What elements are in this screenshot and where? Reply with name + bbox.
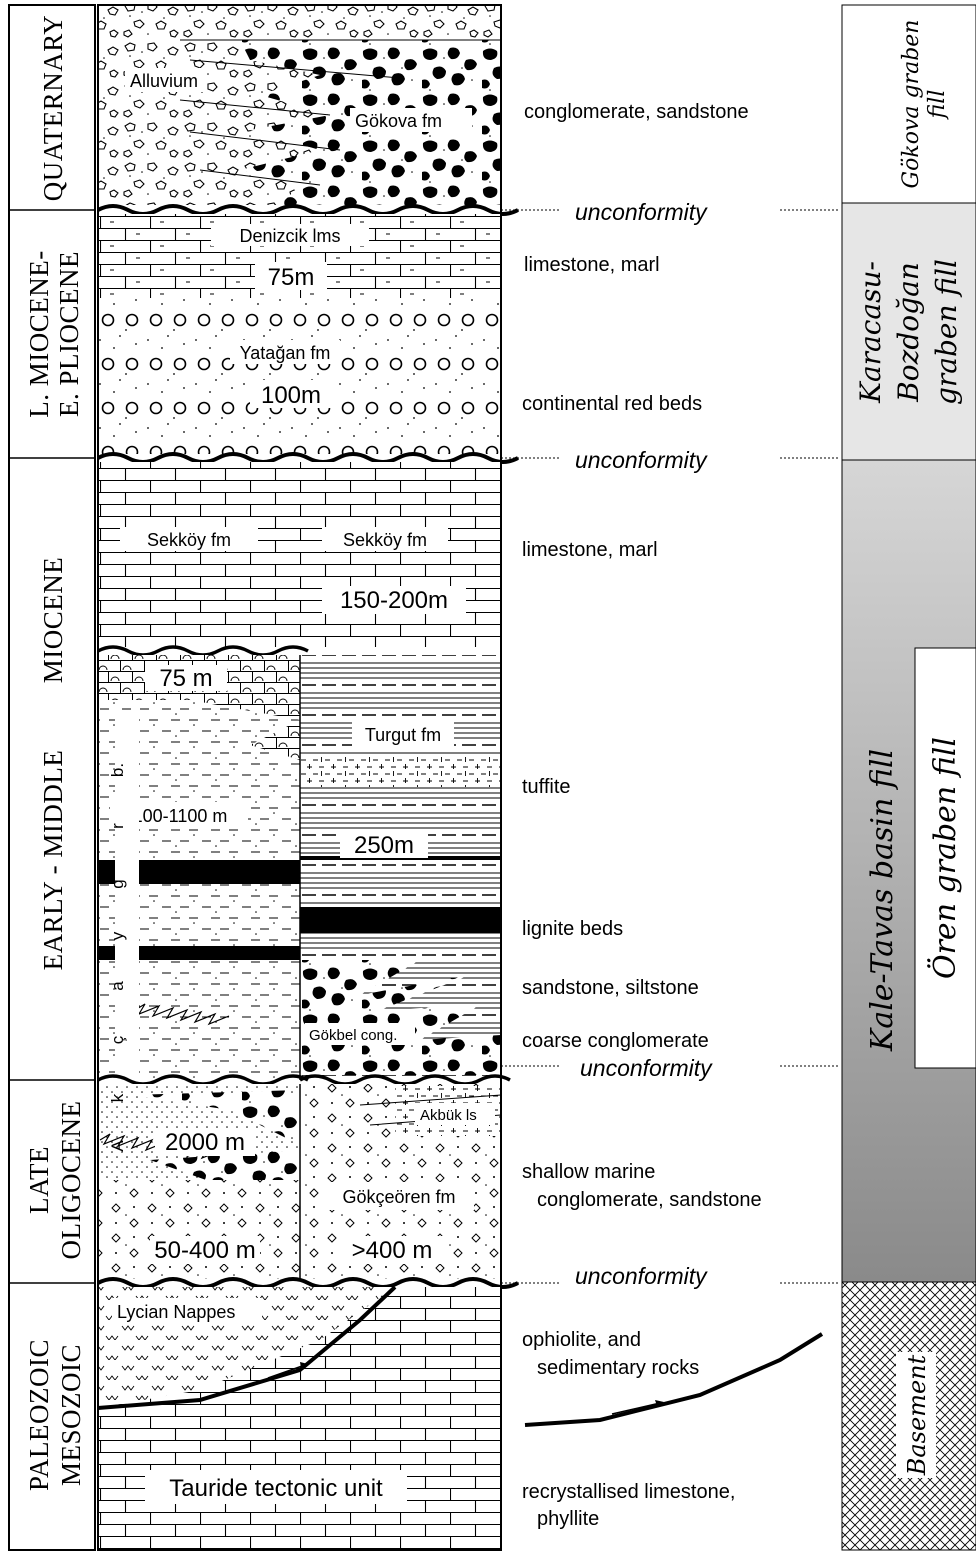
vertical-letter-2: k xyxy=(108,1093,127,1102)
karacasu-basin-label-3: graben fill xyxy=(930,259,963,405)
desc-sedimentary-rocks: sedimentary rocks xyxy=(537,1357,699,1379)
vertical-letter-1: A xyxy=(108,1140,127,1152)
turgut-label: Turgut fm xyxy=(365,725,441,745)
desc-limestone-marl-2: limestone, marl xyxy=(522,539,658,561)
karacasu-basin-label-1: Karacasu- xyxy=(854,261,887,404)
karacasu-basin-label-2: Bozdoğan xyxy=(892,262,925,403)
desc-conglomerate-sandstone: conglomerate, sandstone xyxy=(524,101,749,123)
vertical-letter-8: b. xyxy=(108,763,127,777)
gokova-graben-box xyxy=(841,4,976,204)
desc-coarse-conglomerate: coarse conglomerate xyxy=(522,1030,709,1052)
left-2000-label: 2000 m xyxy=(165,1129,245,1156)
unconformity-label-2: unconformity xyxy=(575,447,708,473)
desc-recrystallised-limestone: recrystallised limestone, xyxy=(522,1481,735,1503)
basin-column: Gökova graben fill Karacasu- Bozdoğan gr… xyxy=(841,4,976,1551)
vertical-letter-7: r xyxy=(108,823,127,829)
left-50-400-label: 50-400 m xyxy=(154,1237,255,1264)
desc-ophiolite: ophiolite, and xyxy=(522,1329,641,1351)
denizcik-thickness: 75m xyxy=(268,264,315,291)
tauride-label: Tauride tectonic unit xyxy=(169,1475,383,1502)
gokova-basin-label-1: Gökova graben xyxy=(899,20,924,189)
desc-continental-red-beds: continental red beds xyxy=(522,393,702,415)
age-l-miocene-line1: L. MIOCENE- xyxy=(24,250,54,417)
age-late: LATE xyxy=(24,1146,54,1214)
lithology-column: Alluvium Gökova fm Denizcik lms 75m Yata… xyxy=(97,4,519,1551)
lycian-label: Lycian Nappes xyxy=(117,1302,235,1322)
yatagan-unit xyxy=(98,298,501,454)
age-l-miocene-line2: E. PLIOCENE xyxy=(54,251,84,417)
unconformity-label-4: unconformity xyxy=(575,1263,708,1289)
akcaygrb-thickness: 100-1100 m xyxy=(133,806,228,826)
unconformity-label-3: unconformity xyxy=(580,1055,713,1081)
gokova-label: Gökova fm xyxy=(355,111,442,131)
desc-phyllite: phyllite xyxy=(537,1508,599,1530)
desc-sandstone-siltstone: sandstone, siltstone xyxy=(522,977,699,999)
thrust-fault-line xyxy=(524,1332,824,1427)
tuffite-layer xyxy=(300,755,501,787)
desc-limestone-marl-1: limestone, marl xyxy=(524,254,660,276)
sekkoy-unit xyxy=(98,462,501,647)
age-paleozoic: PALEOZOIC xyxy=(24,1339,54,1491)
denizcik-label: Denizcik lms xyxy=(239,226,340,246)
vertical-letter-4: a xyxy=(108,981,127,991)
akbuk-label: Akbük ls xyxy=(420,1107,477,1124)
gokceoren-label: Gökçeören fm xyxy=(342,1187,455,1207)
gokova-basin-label-2: fill xyxy=(925,90,950,121)
basement-label: Basement xyxy=(903,1354,931,1476)
right-400-label: >400 m xyxy=(352,1237,433,1264)
age-oligocene: OLIGOCENE xyxy=(56,1101,86,1260)
gokbel-conglomerate xyxy=(300,960,501,1075)
sekkoy-right-label: Sekköy fm xyxy=(343,530,427,550)
desc-tuffite: tuffite xyxy=(522,776,571,798)
yatagan-label: Yatağan fm xyxy=(240,343,331,363)
vertical-letter-3: ç xyxy=(108,1035,127,1044)
lower-left-conglomerate xyxy=(98,1180,300,1279)
age-mesozoic: MESOZOIC xyxy=(56,1344,86,1486)
alluvium-label: Alluvium xyxy=(130,71,198,91)
sekkoy-thickness: 150-200m xyxy=(340,587,448,614)
description-column: conglomerate, sandstone limestone, marl … xyxy=(501,101,840,1530)
turgut-thickness: 250m xyxy=(354,832,414,859)
age-early-middle: EARLY - MIDDLE xyxy=(38,750,68,971)
oren-graben-box xyxy=(914,647,976,1069)
age-miocene: MIOCENE xyxy=(38,557,68,684)
gokbel-label: Gökbel cong. xyxy=(309,1027,397,1044)
age-column: QUATERNARY L. MIOCENE- E. PLIOCENE MIOCE… xyxy=(8,4,96,1551)
yatagan-thickness: 100m xyxy=(261,382,321,409)
oren-graben-label: Ören graben fill xyxy=(927,737,963,979)
lignite-bed-right xyxy=(300,907,501,933)
sekkoy-left-label: Sekköy fm xyxy=(147,530,231,550)
vertical-letter-6: g xyxy=(108,879,127,888)
kale-tavas-label: Kale-Tavas basin fill xyxy=(865,749,900,1052)
unconformity-label-1: unconformity xyxy=(575,199,708,225)
akcaygrb-vertical-letters: A k ç a y g r b. xyxy=(108,763,127,1152)
vertical-letter-5: y xyxy=(108,931,127,940)
lignite-bed-left-2 xyxy=(98,946,300,960)
desc-lignite-beds: lignite beds xyxy=(522,918,623,940)
lime-75-label: 75 m xyxy=(159,665,212,692)
age-quaternary: QUATERNARY xyxy=(38,15,68,202)
desc-conglomerate-sandstone-2: conglomerate, sandstone xyxy=(537,1189,762,1211)
desc-shallow-marine: shallow marine xyxy=(522,1161,655,1183)
